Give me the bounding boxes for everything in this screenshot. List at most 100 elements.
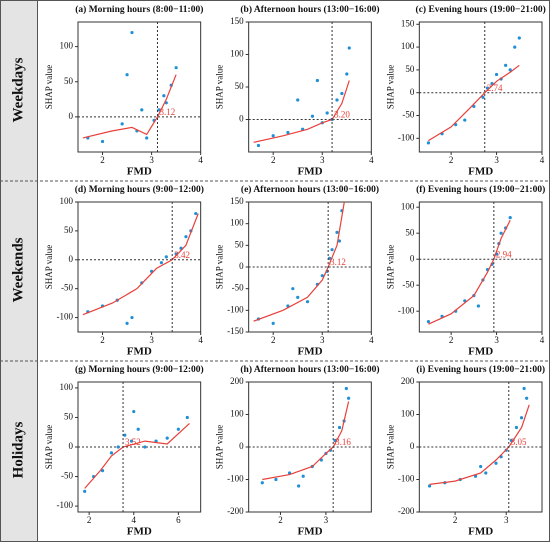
point (291, 287, 295, 291)
x-tick-label: 3 (504, 515, 509, 525)
y-tick-label: 50 (405, 227, 415, 237)
y-tick-label: -200 (398, 506, 415, 516)
y-tick-label: 50 (64, 225, 74, 235)
y-tick-label: -50 (402, 110, 414, 120)
x-tick-label: 6 (176, 515, 181, 525)
x-tick-label: 4 (540, 335, 545, 345)
x-axis-label: FMD (297, 346, 322, 358)
point (274, 477, 278, 482)
x-tick-label: 4 (369, 155, 374, 165)
panel-title: (b) Afternoon hours (13:00−16:00) (240, 4, 379, 15)
y-tick-label: 100 (60, 41, 74, 51)
point (508, 68, 512, 72)
x-tick-label: 3 (324, 515, 329, 525)
point (157, 108, 161, 112)
row-label: Weekdays (10, 57, 26, 122)
point (286, 130, 290, 135)
panel-title: (i) Evening hours (19:00−21:00) (416, 364, 545, 375)
y-tick-label: 0 (239, 114, 244, 124)
y-tick-label: 150 (230, 196, 244, 206)
point (525, 396, 529, 400)
point (256, 143, 261, 148)
y-tick-label: 0 (69, 441, 74, 451)
x-tick-label: 2 (449, 155, 454, 165)
point (508, 216, 512, 220)
y-axis-label: SHAP value (44, 65, 54, 109)
point (340, 91, 344, 96)
threshold-label: 3.16 (335, 437, 351, 447)
x-tick-label: 4 (132, 515, 137, 525)
y-tick-label: 100 (401, 201, 415, 211)
y-tick-label: -100 (398, 305, 415, 315)
y-tick-label: -100 (227, 474, 244, 484)
y-tick-label: -100 (398, 132, 415, 142)
y-tick-label: -100 (227, 304, 244, 314)
x-tick-label: 2 (453, 515, 458, 525)
plot-frame (248, 21, 372, 153)
y-tick-label: 100 (230, 49, 244, 59)
point (130, 315, 134, 320)
y-tick-label: -200 (227, 506, 244, 516)
x-axis-label: FMD (468, 346, 493, 358)
threshold-label: 3.12 (159, 107, 175, 117)
x-tick-label: 2 (87, 515, 92, 525)
x-axis-label: FMD (297, 526, 322, 538)
point (129, 439, 134, 443)
point (260, 481, 264, 485)
x-tick-label: 4 (198, 335, 203, 345)
row-label-band (0, 0, 38, 542)
y-tick-label: 150 (401, 18, 415, 28)
point (174, 66, 178, 70)
x-tick-label: 4 (369, 335, 374, 345)
y-tick-label: -100 (57, 312, 74, 322)
x-tick-label: 3 (320, 155, 325, 165)
y-tick-label: 50 (405, 64, 415, 74)
panel-title: (c) Evening hours (19:00−21:00) (416, 4, 546, 15)
point (426, 141, 431, 145)
threshold-label: 3.05 (511, 437, 527, 447)
y-tick-label: 50 (64, 76, 74, 86)
y-tick-label: -50 (61, 283, 73, 293)
x-tick-label: 2 (449, 335, 454, 345)
y-tick-label: -50 (61, 471, 73, 481)
y-tick-label: 150 (230, 16, 244, 26)
point (145, 136, 149, 140)
point (143, 445, 147, 449)
y-axis-label: SHAP value (44, 425, 54, 469)
y-tick-label: 100 (401, 41, 415, 51)
point (162, 94, 166, 98)
point (301, 474, 305, 478)
point (328, 256, 332, 260)
plot-frame (77, 201, 202, 333)
threshold-label: 3.42 (174, 250, 190, 260)
panel-title: (h) Afternoon hours (13:00−16:00) (240, 364, 379, 375)
point (125, 321, 129, 325)
x-axis-label: FMD (127, 526, 152, 538)
point (164, 255, 168, 259)
point (123, 433, 127, 437)
point (499, 231, 503, 235)
fit-curve (428, 219, 511, 325)
y-tick-label: 200 (230, 376, 244, 386)
y-tick-label: 100 (60, 196, 74, 206)
point (159, 261, 164, 265)
point (330, 248, 334, 252)
point (100, 139, 105, 144)
threshold-label: 2.94 (496, 249, 512, 259)
fit-curve (262, 401, 350, 481)
point (125, 73, 129, 77)
point (116, 445, 120, 449)
y-tick-label: 50 (235, 81, 245, 91)
x-axis-label: FMD (468, 526, 493, 538)
point (335, 230, 339, 234)
point (165, 436, 169, 440)
y-tick-label: 0 (410, 253, 415, 263)
x-tick-label: 2 (100, 335, 105, 345)
point (476, 304, 480, 308)
point (517, 36, 521, 40)
point (271, 134, 275, 138)
point (427, 484, 432, 488)
point (136, 427, 140, 431)
point (481, 95, 485, 99)
point (347, 396, 351, 400)
